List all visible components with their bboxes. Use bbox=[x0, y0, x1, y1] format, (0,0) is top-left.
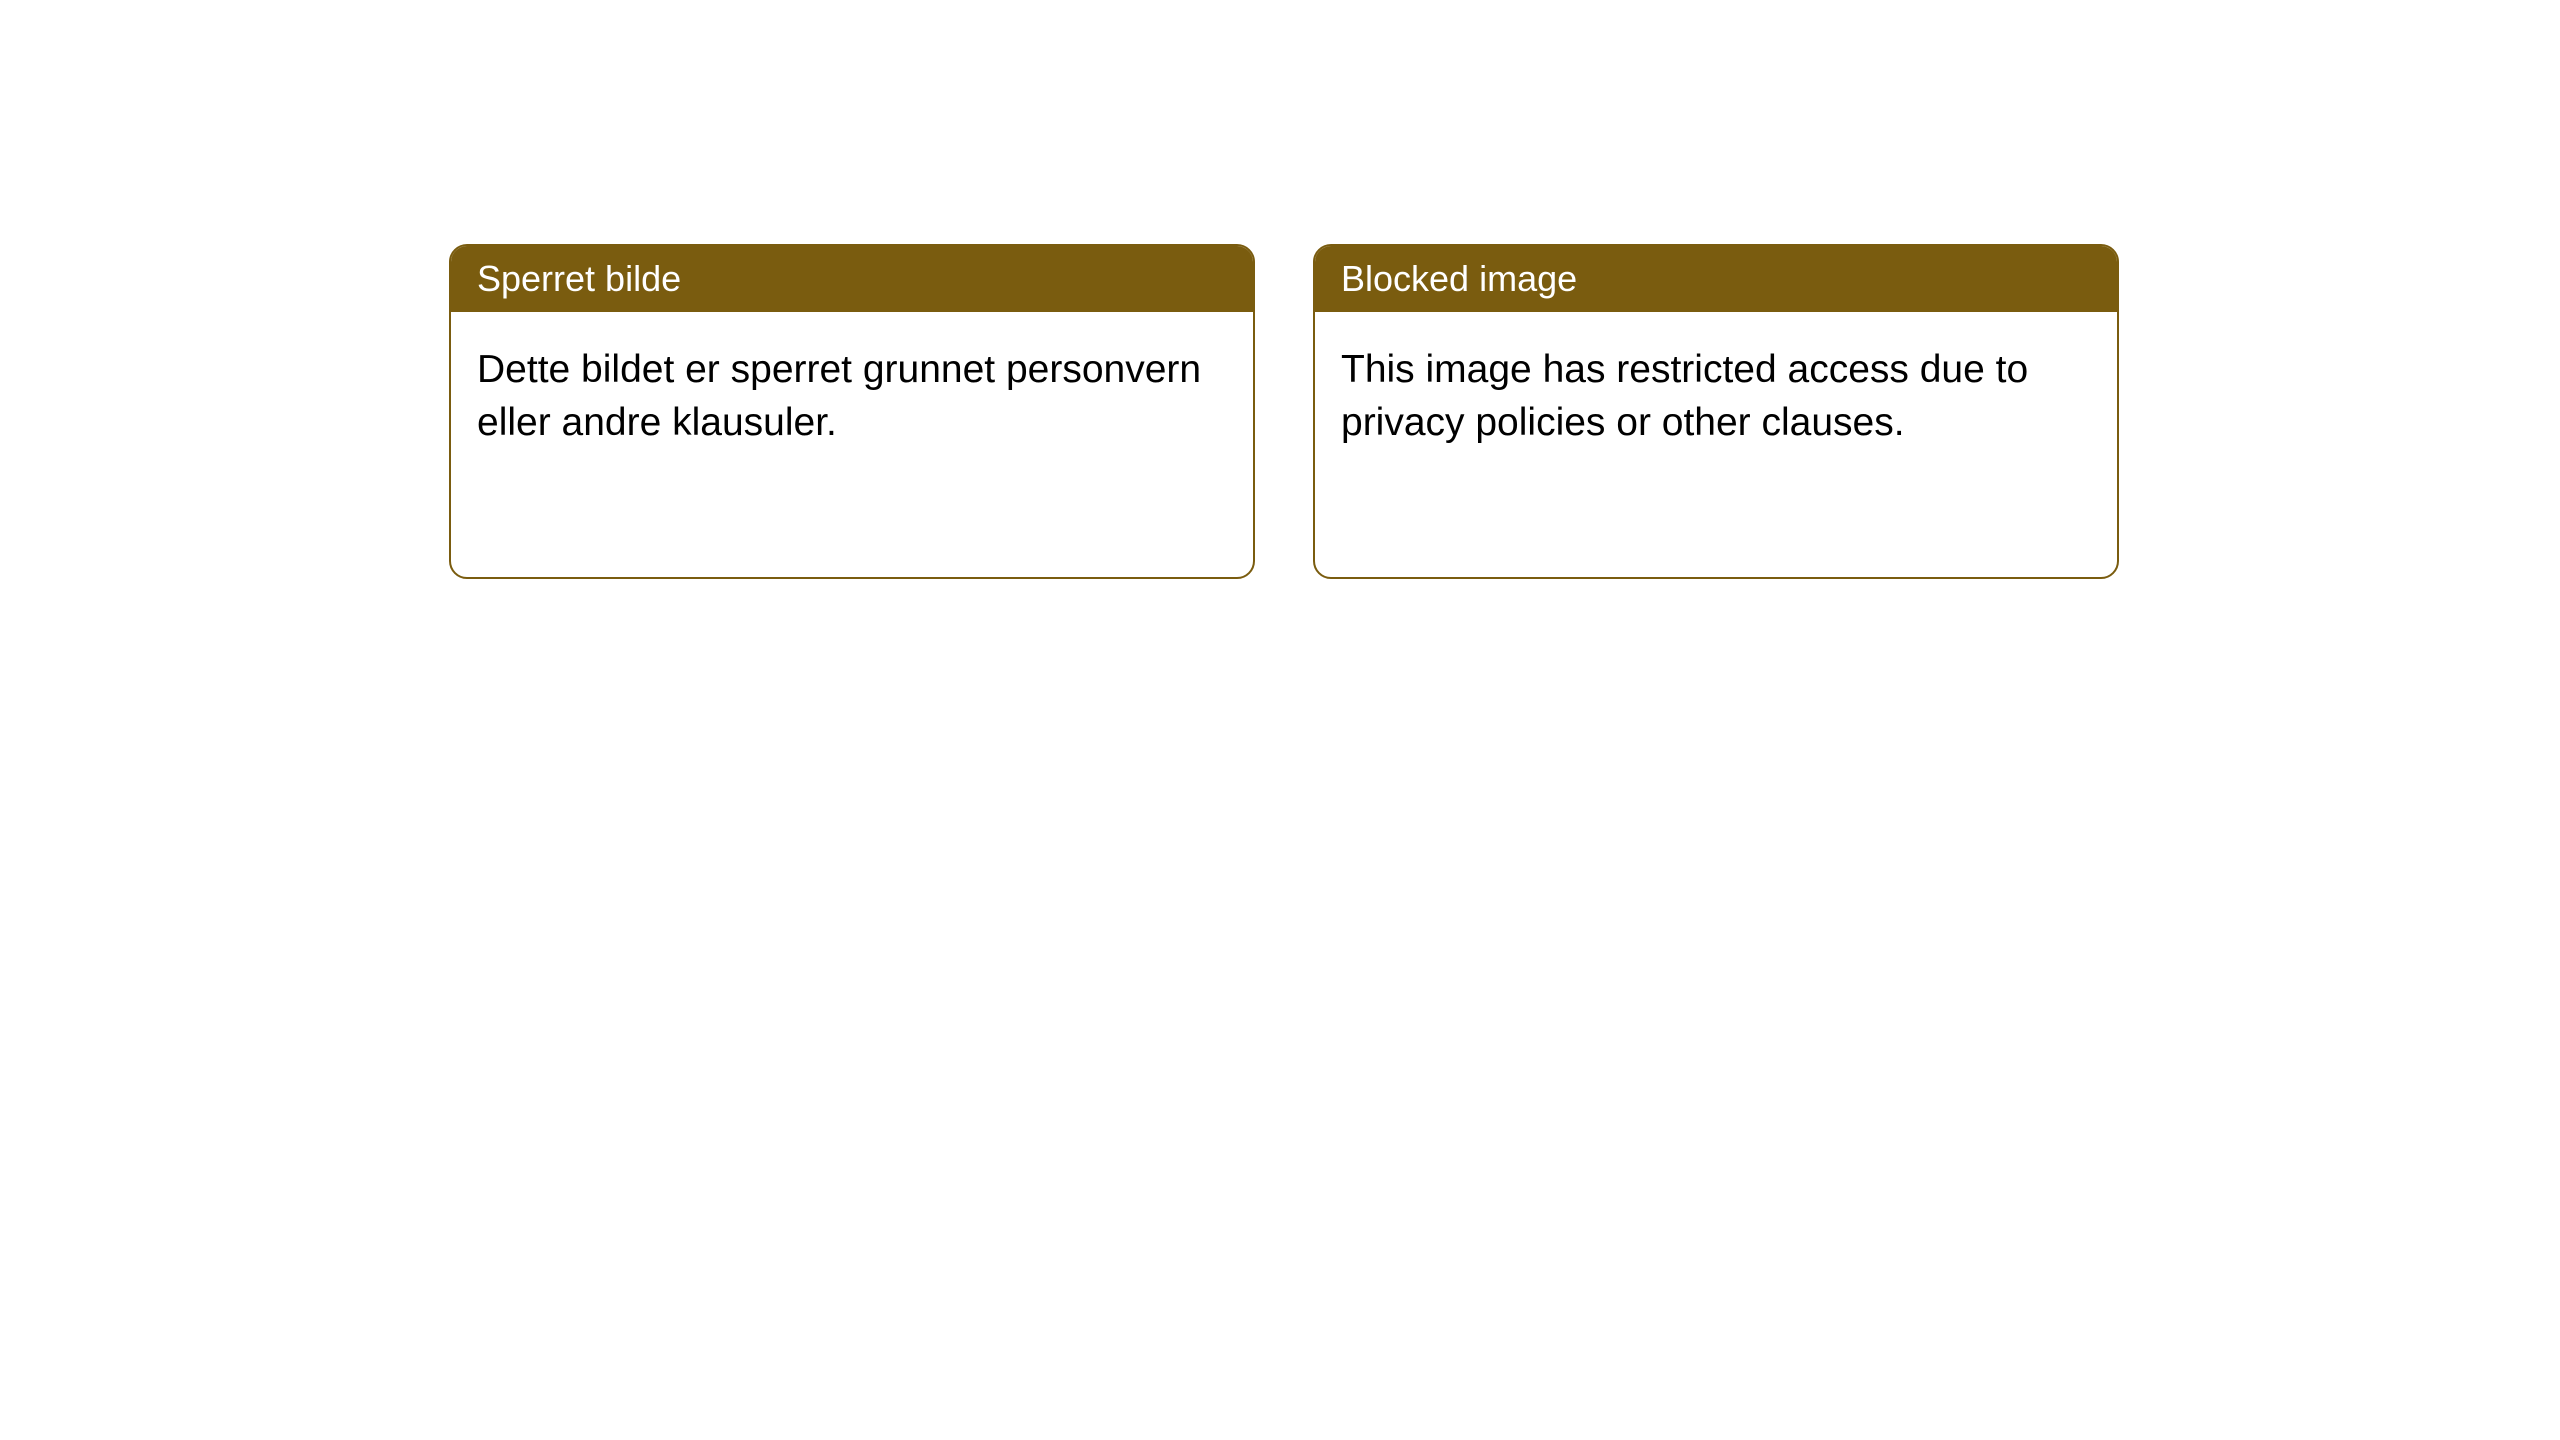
card-body: This image has restricted access due to … bbox=[1315, 312, 2117, 481]
card-title: Sperret bilde bbox=[477, 258, 681, 299]
card-title: Blocked image bbox=[1341, 258, 1577, 299]
card-header: Sperret bilde bbox=[451, 246, 1253, 312]
notice-card-english: Blocked image This image has restricted … bbox=[1313, 244, 2119, 579]
notice-card-norwegian: Sperret bilde Dette bildet er sperret gr… bbox=[449, 244, 1255, 579]
card-header: Blocked image bbox=[1315, 246, 2117, 312]
card-body: Dette bildet er sperret grunnet personve… bbox=[451, 312, 1253, 481]
card-body-text: Dette bildet er sperret grunnet personve… bbox=[477, 348, 1201, 444]
card-body-text: This image has restricted access due to … bbox=[1341, 348, 2028, 444]
notice-container: Sperret bilde Dette bildet er sperret gr… bbox=[449, 244, 2119, 579]
